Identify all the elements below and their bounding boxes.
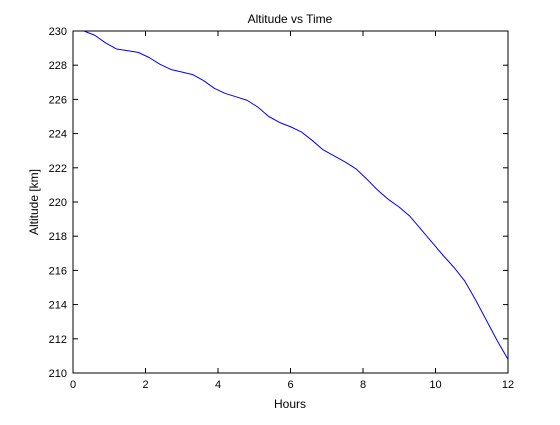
series [83,30,509,360]
y-tick-label: 228 [49,60,67,72]
x-tick-label: 2 [142,379,148,391]
y-tick-label: 210 [49,368,67,380]
x-tick-label: 12 [502,379,514,391]
x-tick-label: 6 [287,379,293,391]
y-axis-label: Altitude [km] [27,169,41,235]
ticks: 0 2 4 6 8 10 12 210 212 214 216 218 220 222 224 226 228 2… [49,26,514,391]
x-tick-label: 4 [215,379,221,391]
y-tick-label: 222 [49,163,67,175]
y-tick-label: 220 [49,197,67,209]
y-tick-label: 216 [49,265,67,277]
y-tick-label: 218 [49,231,67,243]
plot-area [72,30,509,374]
x-axis-label: Hours [274,397,306,411]
x-tick-label: 0 [70,379,76,391]
y-tick-label: 230 [49,26,67,38]
y-tick-label: 212 [49,334,67,346]
altitude-series-line [83,30,509,360]
y-tick-label: 214 [49,300,67,312]
x-tick-label: 10 [429,379,441,391]
y-tick-label: 224 [49,129,67,141]
x-tick-label: 8 [360,379,366,391]
chart-title: Altitude vs Time [248,12,333,26]
y-tick-label: 226 [49,94,67,106]
